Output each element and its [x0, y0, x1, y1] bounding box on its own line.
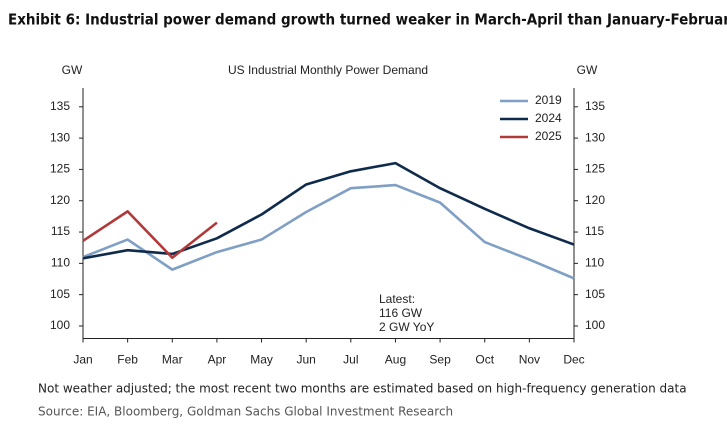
y2-tick-label: 120 [585, 193, 605, 207]
y-tick-label: 135 [50, 99, 70, 113]
x-tick-label: Jun [297, 353, 316, 367]
x-tick-label: Jan [73, 353, 92, 367]
legend-label: 2025 [535, 129, 562, 143]
legend-label: 2019 [535, 93, 562, 107]
y2-tick-label: 105 [585, 287, 605, 301]
y-tick-label: 105 [50, 287, 70, 301]
series-line [82, 161, 575, 260]
y2-tick-label: 115 [585, 224, 604, 238]
x-tick-label: Oct [475, 353, 494, 367]
y2-axis-label: GW [577, 63, 598, 77]
x-tick-label: May [250, 353, 273, 367]
y-axis-label: GW [62, 63, 83, 77]
y-tick-label: 130 [50, 130, 70, 144]
y-tick-label: 125 [50, 162, 70, 176]
x-tick-label: Sep [429, 353, 451, 367]
footnote: Not weather adjusted; the most recent tw… [38, 382, 687, 396]
y-tick-label: 115 [51, 224, 70, 238]
y2-tick-label: 130 [585, 130, 605, 144]
x-tick-label: Mar [162, 353, 183, 367]
series-line [82, 183, 575, 280]
x-tick-label: Aug [385, 353, 406, 367]
y2-tick-label: 135 [585, 99, 605, 113]
annotation: Latest: [379, 292, 415, 306]
y-tick-label: 120 [50, 193, 70, 207]
y-tick-label: 100 [50, 318, 70, 332]
y2-tick-label: 100 [585, 318, 605, 332]
x-tick-label: Jul [343, 353, 358, 367]
x-tick-label: Dec [563, 353, 584, 367]
x-tick-label: Apr [208, 353, 227, 367]
chart-title: US Industrial Monthly Power Demand [228, 63, 428, 77]
exhibit-title: Exhibit 6: Industrial power demand growt… [8, 11, 727, 29]
x-tick-label: Nov [519, 353, 540, 367]
x-tick-label: Feb [117, 353, 138, 367]
series-line [82, 210, 218, 260]
y-tick-label: 110 [51, 256, 70, 270]
annotation: 116 GW [379, 306, 423, 320]
source: Source: EIA, Bloomberg, Goldman Sachs Gl… [38, 405, 453, 419]
y2-tick-label: 110 [585, 256, 604, 270]
legend-label: 2024 [535, 111, 562, 125]
y2-tick-label: 125 [585, 162, 605, 176]
annotation: 2 GW YoY [379, 320, 434, 334]
